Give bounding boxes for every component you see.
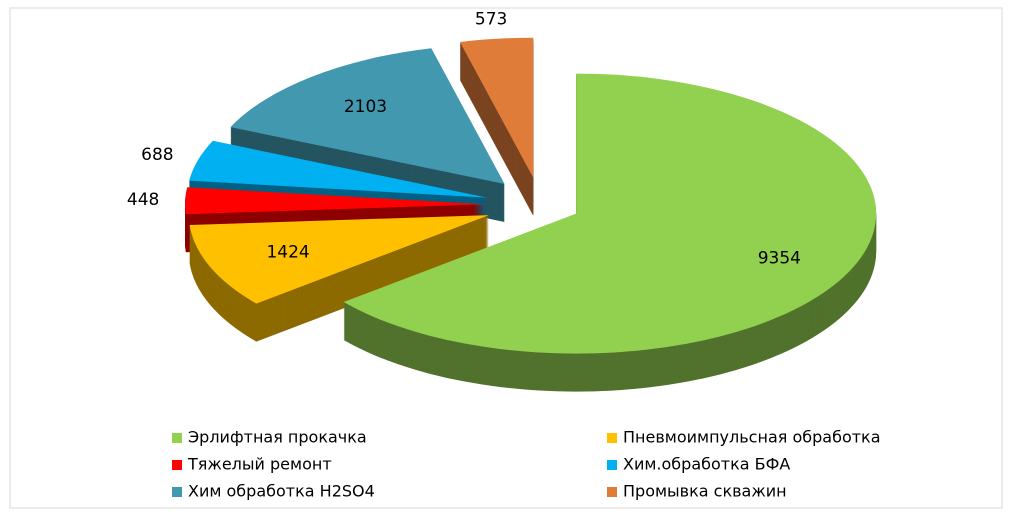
data-label: 573: [475, 9, 507, 29]
slice: [189, 140, 487, 198]
legend-label: Хим обработка H2SO4: [188, 482, 375, 501]
legend-swatch: [607, 460, 617, 470]
legend-label: Пневмоимпульсная обработка: [623, 428, 881, 447]
slice: [189, 215, 489, 304]
legend-swatch: [172, 460, 182, 470]
slice: [230, 48, 505, 184]
legend-label: Хим.обработка БФА: [623, 455, 790, 474]
legend-label: Эрлифтная прокачка: [188, 428, 367, 447]
slice: [343, 73, 877, 354]
data-label: 448: [127, 190, 159, 210]
data-label: 9354: [758, 249, 801, 269]
data-label: 688: [141, 145, 173, 165]
legend-swatch: [172, 487, 182, 497]
slice: [185, 187, 486, 215]
legend-swatch: [607, 487, 617, 497]
data-label: 2103: [344, 97, 387, 117]
legend-swatch: [172, 433, 182, 443]
slice: [459, 37, 534, 178]
data-label: 1424: [266, 242, 309, 262]
legend-label: Промывка скважин: [623, 482, 787, 501]
legend-label: Тяжелый ремонт: [187, 455, 332, 474]
legend-swatch: [607, 433, 617, 443]
